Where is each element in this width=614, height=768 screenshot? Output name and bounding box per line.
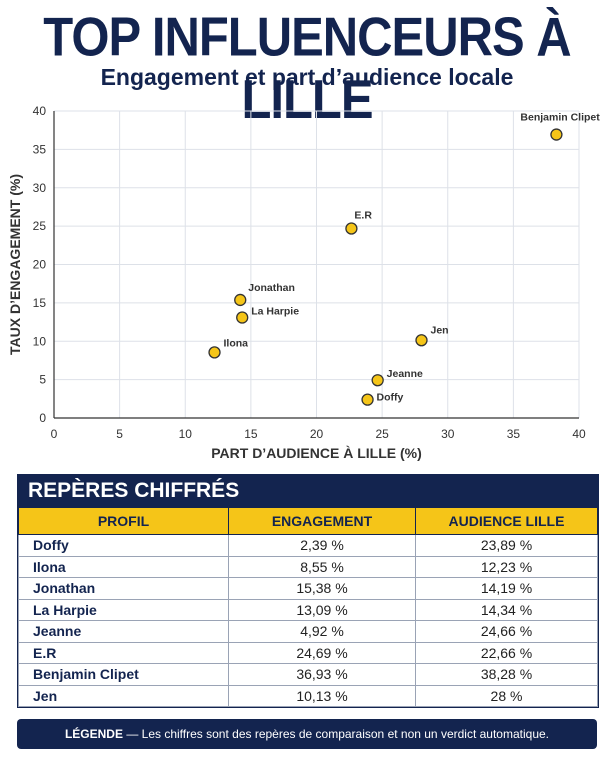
- chart-axes: [53, 111, 579, 419]
- row-engagement: 15,38 %: [228, 577, 416, 600]
- point-label: Jeanne: [387, 368, 423, 380]
- legend-bar: LÉGENDE — Les chiffres sont des repères …: [17, 719, 597, 749]
- x-tick-label: 15: [244, 427, 258, 441]
- scatter-point: [234, 293, 247, 307]
- table-row: Jonathan 15,38 % 14,19 %: [18, 577, 598, 600]
- row-audience: 28 %: [415, 684, 598, 707]
- x-tick-label: 35: [507, 427, 521, 441]
- table-row: Jeanne 4,92 % 24,66 %: [18, 620, 598, 643]
- row-engagement: 2,39 %: [228, 534, 416, 557]
- row-engagement: 4,92 %: [228, 620, 416, 643]
- x-tick-label: 20: [310, 427, 324, 441]
- row-engagement: 10,13 %: [228, 684, 416, 707]
- y-tick-label: 15: [33, 296, 47, 310]
- table-header-row: PROFIL ENGAGEMENT AUDIENCE LILLE: [18, 507, 598, 535]
- scatter-point: [208, 346, 221, 359]
- point-label: E.R: [354, 210, 372, 222]
- chart-grid: [53, 110, 580, 419]
- scatter-point: [236, 311, 249, 324]
- subtitle: Engagement et part d’audience locale: [100, 64, 514, 90]
- x-tick-label: 0: [51, 427, 58, 441]
- row-name: E.R: [18, 641, 229, 664]
- legend-text: — Les chiffres sont des repères de compa…: [122, 727, 550, 741]
- y-tick-label: 30: [33, 181, 47, 195]
- figures-table-panel: REPÈRES CHIFFRÉS PROFIL ENGAGEMENT AUDIE…: [17, 474, 599, 708]
- row-audience: 38,28 %: [415, 663, 598, 686]
- y-tick-label: 25: [33, 219, 47, 233]
- point-label: La Harpie: [251, 306, 299, 318]
- y-tick-label: 5: [39, 373, 46, 387]
- x-tick-label: 10: [179, 427, 193, 441]
- row-name: Doffy: [18, 534, 229, 557]
- header-profil: PROFIL: [18, 507, 229, 535]
- header-engagement: ENGAGEMENT: [228, 507, 416, 535]
- row-name: Jeanne: [18, 620, 229, 643]
- row-engagement: 13,09 %: [228, 598, 416, 621]
- row-engagement: 24,69 %: [228, 641, 416, 664]
- row-name: Benjamin Clipet: [18, 663, 229, 686]
- chart-points: Doffy Ilona Jonathan La Harpie Jeanne E.R Benj…: [208, 112, 600, 406]
- row-engagement: 36,93 %: [228, 663, 416, 686]
- scatter-point: [345, 222, 358, 235]
- row-audience: 23,89 %: [415, 534, 598, 557]
- x-tick-label: 30: [441, 427, 455, 441]
- y-tick-label: 0: [39, 411, 46, 425]
- point-label: Jen: [431, 324, 449, 336]
- header-audience: AUDIENCE LILLE: [415, 507, 598, 535]
- table-row: Benjamin Clipet 36,93 % 38,28 %: [18, 663, 598, 686]
- figures-table: PROFIL ENGAGEMENT AUDIENCE LILLE Doffy 2,…: [18, 507, 598, 707]
- table-row: La Harpie 13,09 % 14,34 %: [18, 598, 598, 621]
- x-tick-label: 40: [572, 427, 586, 441]
- row-audience: 22,66 %: [415, 641, 598, 664]
- row-audience: 14,34 %: [415, 598, 598, 621]
- scatter-point: [371, 374, 384, 387]
- table-body: Doffy 2,39 % 23,89 % Ilona 8,55 % 12,23 % Jona…: [18, 534, 598, 707]
- y-tick-label: 20: [33, 258, 47, 272]
- legend-label: LÉGENDE: [64, 727, 123, 741]
- point-label: Jonathan: [248, 282, 295, 294]
- row-name: Ilona: [18, 555, 229, 578]
- row-engagement: 8,55 %: [228, 555, 416, 578]
- y-tick-label: 40: [33, 104, 47, 118]
- table-row: Jen 10,13 % 28 %: [18, 684, 598, 707]
- row-audience: 24,66 %: [415, 620, 598, 643]
- scatter-point: [550, 128, 563, 141]
- row-audience: 14,19 %: [415, 577, 598, 600]
- x-axis-label: PART D’AUDIENCE À LILLE (%): [211, 445, 422, 461]
- table-row: Doffy 2,39 % 23,89 %: [18, 534, 598, 557]
- x-tick-label: 5: [116, 427, 123, 441]
- row-name: Jonathan: [18, 577, 229, 600]
- row-audience: 12,23 %: [415, 555, 598, 578]
- x-tick-label: 25: [375, 427, 389, 441]
- point-label: Benjamin Clipet: [520, 112, 600, 124]
- scatter-point: [415, 334, 428, 347]
- y-tick-label: 35: [33, 142, 47, 156]
- point-label: Ilona: [224, 337, 249, 349]
- y-axis-label: TAUX D’ENGAGEMENT (%): [7, 174, 23, 355]
- table-row: E.R 24,69 % 22,66 %: [18, 641, 598, 664]
- row-name: Jen: [18, 684, 229, 707]
- point-label: Doffy: [377, 392, 404, 404]
- table-title: REPÈRES CHIFFRÉS: [18, 475, 598, 507]
- y-tick-label: 10: [33, 334, 47, 348]
- main-title: TOP INFLUENCEURS À LILLE: [43, 7, 571, 131]
- row-name: La Harpie: [18, 598, 229, 621]
- scatter-point: [361, 393, 374, 406]
- table-row: Ilona 8,55 % 12,23 %: [18, 555, 598, 578]
- scatter-chart: 0 5 10 15 20 25 30 35 40 0 5 10 15 20 25 30 35 40 Doffy Il…: [7, 104, 600, 461]
- chart-ticks: 0 5 10 15 20 25 30 35 40 0 5 10 15 20 25 30 35 40: [33, 104, 586, 441]
